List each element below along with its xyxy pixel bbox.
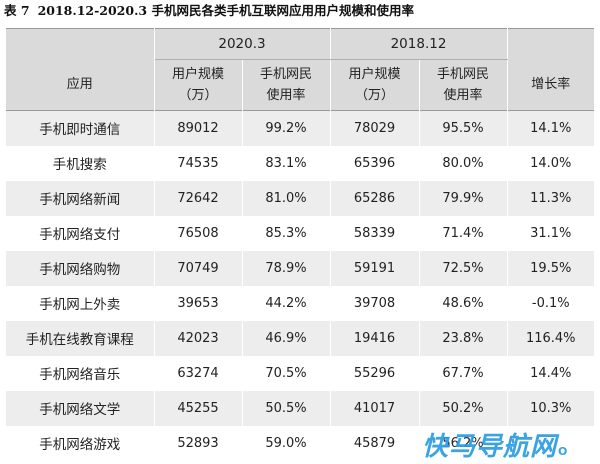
cell-growth: 19.5% bbox=[506, 250, 595, 286]
cell-app: 手机网络新闻 bbox=[6, 180, 155, 216]
cell-growth: 11.3% bbox=[506, 180, 595, 216]
header-blank-cell bbox=[506, 28, 595, 60]
cell-growth: 14.0% bbox=[506, 145, 595, 181]
table-row: 手机网上外卖 39653 44.2% 39708 48.6% -0.1% bbox=[6, 285, 595, 321]
cell-users-b: 65396 bbox=[329, 145, 420, 181]
cell-users-b: 39708 bbox=[329, 285, 420, 321]
usage-table: 2020.3 2018.12 应用 用户规模 （万） 手机网民 使用率 用户规模… bbox=[6, 28, 595, 461]
cell-users-a: 74535 bbox=[153, 145, 243, 181]
cell-rate-b: 95.5% bbox=[418, 110, 508, 146]
cell-users-b: 19416 bbox=[329, 320, 420, 356]
table-row: 手机网络新闻 72642 81.0% 65286 79.9% 11.3% bbox=[6, 180, 595, 216]
table-row: 手机网络购物 70749 78.9% 59191 72.5% 19.5% bbox=[6, 250, 595, 286]
cell-app: 手机网络游戏 bbox=[6, 425, 155, 461]
cell-users-a: 70749 bbox=[153, 250, 243, 286]
header-rate-line1: 手机网民 bbox=[437, 67, 490, 82]
cell-rate-b: 79.9% bbox=[418, 180, 508, 216]
cell-rate-b: 72.5% bbox=[418, 250, 508, 286]
watermark-text: 快马导航网 bbox=[422, 432, 558, 462]
cell-rate-a: 85.3% bbox=[241, 215, 331, 251]
cell-rate-a: 59.0% bbox=[241, 425, 331, 461]
header-users-line1: 用户规模 bbox=[171, 67, 224, 82]
table-row: 手机网络音乐 63274 70.5% 55296 67.7% 14.4% bbox=[6, 355, 595, 391]
cell-rate-b: 48.6% bbox=[418, 285, 508, 321]
cell-users-a: 52893 bbox=[153, 425, 243, 461]
header-row-periods: 2020.3 2018.12 bbox=[6, 28, 595, 60]
header-period-2018-12: 2018.12 bbox=[329, 28, 508, 60]
header-rate-b: 手机网民 使用率 bbox=[418, 59, 508, 111]
cell-growth: 14.1% bbox=[506, 110, 595, 146]
cell-rate-b: 80.0% bbox=[418, 145, 508, 181]
header-users-b: 用户规模 （万） bbox=[329, 59, 420, 111]
table-row: 手机网络文学 45255 50.5% 41017 50.2% 10.3% bbox=[6, 390, 595, 426]
cell-app: 手机网络文学 bbox=[6, 390, 155, 426]
cell-rate-a: 46.9% bbox=[241, 320, 331, 356]
header-growth: 增长率 bbox=[506, 59, 595, 111]
header-blank-cell bbox=[6, 28, 155, 60]
table-number: 表 7 bbox=[4, 3, 30, 18]
header-rate-line1: 手机网民 bbox=[259, 67, 312, 82]
table-row: 手机搜索 74535 83.1% 65396 80.0% 14.0% bbox=[6, 145, 595, 181]
cell-rate-b: 50.2% bbox=[418, 390, 508, 426]
cell-growth: 10.3% bbox=[506, 390, 595, 426]
cell-users-a: 72642 bbox=[153, 180, 243, 216]
table-row: 手机网络游戏 52893 59.0% 45879 56.2% bbox=[6, 425, 595, 461]
cell-users-b: 78029 bbox=[329, 110, 420, 146]
header-users-a: 用户规模 （万） bbox=[153, 59, 243, 111]
table-row: 手机网络支付 76508 85.3% 58339 71.4% 31.1% bbox=[6, 215, 595, 251]
cell-rate-a: 44.2% bbox=[241, 285, 331, 321]
header-rate-a: 手机网民 使用率 bbox=[241, 59, 331, 111]
header-row-columns: 应用 用户规模 （万） 手机网民 使用率 用户规模 （万） 手机网民 使用率 增… bbox=[6, 59, 595, 111]
cell-users-a: 39653 bbox=[153, 285, 243, 321]
cell-users-a: 76508 bbox=[153, 215, 243, 251]
cell-users-b: 65286 bbox=[329, 180, 420, 216]
header-users-line2: （万） bbox=[178, 88, 218, 103]
cell-rate-b: 67.7% bbox=[418, 355, 508, 391]
site-watermark: 快马导航网O bbox=[422, 426, 568, 463]
cell-users-a: 89012 bbox=[153, 110, 243, 146]
cell-rate-a: 78.9% bbox=[241, 250, 331, 286]
cell-growth: 116.4% bbox=[506, 320, 595, 356]
cell-growth bbox=[506, 425, 595, 461]
header-users-line2: （万） bbox=[354, 88, 394, 103]
header-users-line1: 用户规模 bbox=[348, 67, 401, 82]
cell-rate-a: 50.5% bbox=[241, 390, 331, 426]
cell-rate-b: 71.4% bbox=[418, 215, 508, 251]
cell-app: 手机网络支付 bbox=[6, 215, 155, 251]
cell-growth: 31.1% bbox=[506, 215, 595, 251]
table-title: 2018.12-2020.3 手机网民各类手机互联网应用用户规模和使用率 bbox=[37, 3, 414, 18]
cell-app: 手机网络音乐 bbox=[6, 355, 155, 391]
table-caption: 表 7 2018.12-2020.3 手机网民各类手机互联网应用用户规模和使用率 bbox=[4, 0, 414, 22]
cell-rate-a: 83.1% bbox=[241, 145, 331, 181]
cell-users-a: 42023 bbox=[153, 320, 243, 356]
cell-users-b: 41017 bbox=[329, 390, 420, 426]
cell-app: 手机网络购物 bbox=[6, 250, 155, 286]
cell-app: 手机即时通信 bbox=[6, 110, 155, 146]
watermark-suffix: O bbox=[558, 445, 569, 458]
header-rate-line2: 使用率 bbox=[266, 88, 306, 103]
table-row: 手机在线教育课程 42023 46.9% 19416 23.8% 116.4% bbox=[6, 320, 595, 356]
cell-rate-a: 70.5% bbox=[241, 355, 331, 391]
cell-users-b: 59191 bbox=[329, 250, 420, 286]
cell-growth: -0.1% bbox=[506, 285, 595, 321]
cell-growth: 14.4% bbox=[506, 355, 595, 391]
cell-users-b: 45879 bbox=[329, 425, 420, 461]
cell-rate-b: 56.2% bbox=[418, 425, 508, 461]
cell-users-a: 45255 bbox=[153, 390, 243, 426]
cell-rate-a: 99.2% bbox=[241, 110, 331, 146]
cell-rate-b: 23.8% bbox=[418, 320, 508, 356]
cell-app: 手机网上外卖 bbox=[6, 285, 155, 321]
header-period-2020-3: 2020.3 bbox=[153, 28, 331, 60]
header-app: 应用 bbox=[6, 59, 155, 111]
cell-users-b: 55296 bbox=[329, 355, 420, 391]
header-rate-line2: 使用率 bbox=[443, 88, 483, 103]
cell-rate-a: 81.0% bbox=[241, 180, 331, 216]
cell-app: 手机搜索 bbox=[6, 145, 155, 181]
cell-app: 手机在线教育课程 bbox=[6, 320, 155, 356]
cell-users-b: 58339 bbox=[329, 215, 420, 251]
table-row: 手机即时通信 89012 99.2% 78029 95.5% 14.1% bbox=[6, 110, 595, 146]
cell-users-a: 63274 bbox=[153, 355, 243, 391]
